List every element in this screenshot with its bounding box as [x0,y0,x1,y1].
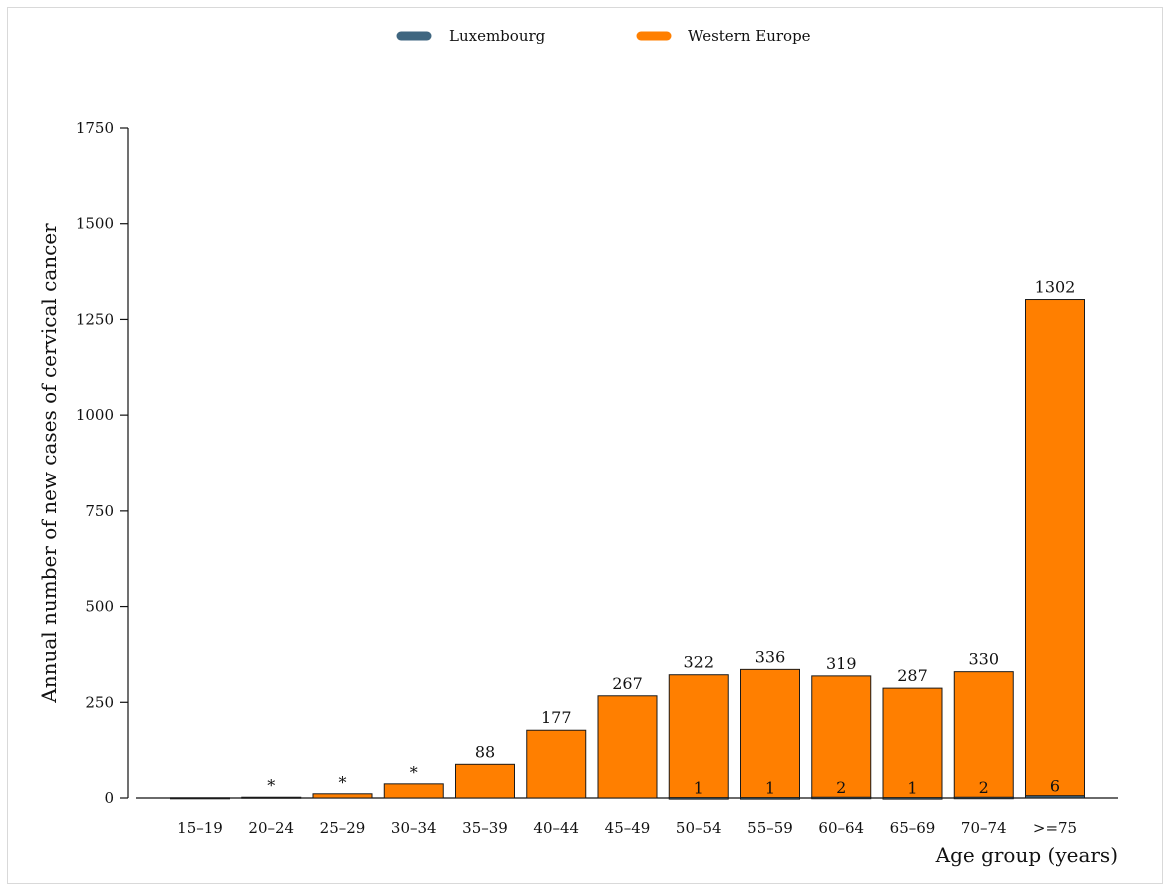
x-tick-label: 65–69 [890,819,936,837]
bar-luxembourg [1025,795,1085,799]
y-tick-label: 1000 [76,406,114,424]
data-label-western-europe: 267 [612,674,643,693]
x-tick-label: 55–59 [747,819,793,837]
bar-luxembourg [740,797,800,800]
bar-western-europe [455,763,515,799]
x-tick-label: 40–44 [533,819,579,837]
data-label-western-europe: 88 [475,742,495,761]
x-tick-label: 25–29 [320,819,366,837]
data-label-western-europe: 322 [683,653,714,672]
x-axis: 15–19 20–24 25–29 30–34 35–39 40–44 45–49 50–54… [136,797,1118,837]
y-tick-label: 0 [104,789,114,807]
x-tick-label: 30–34 [391,819,437,837]
bar-western-europe [740,668,800,799]
bar-western-europe [383,783,444,799]
bar-luxembourg [882,797,943,800]
data-labels: * * * 88 177 267 322 1 336 1 319 2 287 1 330 2 1302 6 [267,278,1075,798]
bar-western-europe [170,797,230,800]
data-label-western-europe: * [267,776,275,795]
y-tick-label: 1500 [76,215,114,233]
bars [170,299,1085,800]
legend-label-luxembourg: Luxembourg [449,27,546,45]
data-label-western-europe: 319 [826,654,857,673]
x-tick-label: 20–24 [248,819,294,837]
data-label-luxembourg: 1 [907,779,917,798]
y-tick-label: 500 [85,598,114,616]
y-tick-label: 1750 [76,119,114,137]
y-tick-label: 250 [85,693,114,711]
x-tick-label: 15–19 [177,819,223,837]
x-tick-label: >=75 [1033,819,1077,837]
data-label-luxembourg: 2 [836,778,846,797]
bar-luxembourg [668,797,729,800]
bar-western-europe [241,796,302,799]
bar-western-europe [597,695,658,799]
bar-western-europe [526,729,587,799]
x-tick-label: 50–54 [676,819,722,837]
bar-luxembourg [811,796,872,800]
bar-western-europe [668,674,729,799]
data-label-western-europe: 336 [755,647,786,666]
y-axis: 0 250 500 750 1000 1250 1500 1750 [76,119,129,807]
data-label-luxembourg: 6 [1050,777,1060,796]
bar-western-europe [312,793,373,799]
x-tick-label: 60–64 [818,819,864,837]
x-axis-title: Age group (years) [935,843,1118,867]
data-label-luxembourg: 1 [765,779,775,798]
bar-western-europe [811,675,872,799]
data-label-luxembourg: 1 [694,779,704,798]
x-tick-label: 70–74 [961,819,1007,837]
data-label-western-europe: * [339,773,347,792]
x-tick-label: 45–49 [605,819,651,837]
data-label-western-europe: 1302 [1035,278,1076,297]
y-axis-title: Annual number of new cases of cervical c… [37,223,61,704]
data-label-western-europe: * [410,763,418,782]
data-label-western-europe: 287 [897,666,928,685]
x-tick-label: 35–39 [462,819,508,837]
data-label-western-europe: 177 [541,708,572,727]
data-label-luxembourg: 2 [979,778,989,797]
legend-label-western-europe: Western Europe [688,27,811,45]
y-tick-label: 750 [85,502,114,520]
data-label-western-europe: 330 [968,650,999,669]
bar-luxembourg [953,796,1014,800]
y-tick-label: 1250 [76,310,114,328]
bar-western-europe [1025,299,1085,799]
legend: Luxembourg Western Europe [396,27,811,45]
